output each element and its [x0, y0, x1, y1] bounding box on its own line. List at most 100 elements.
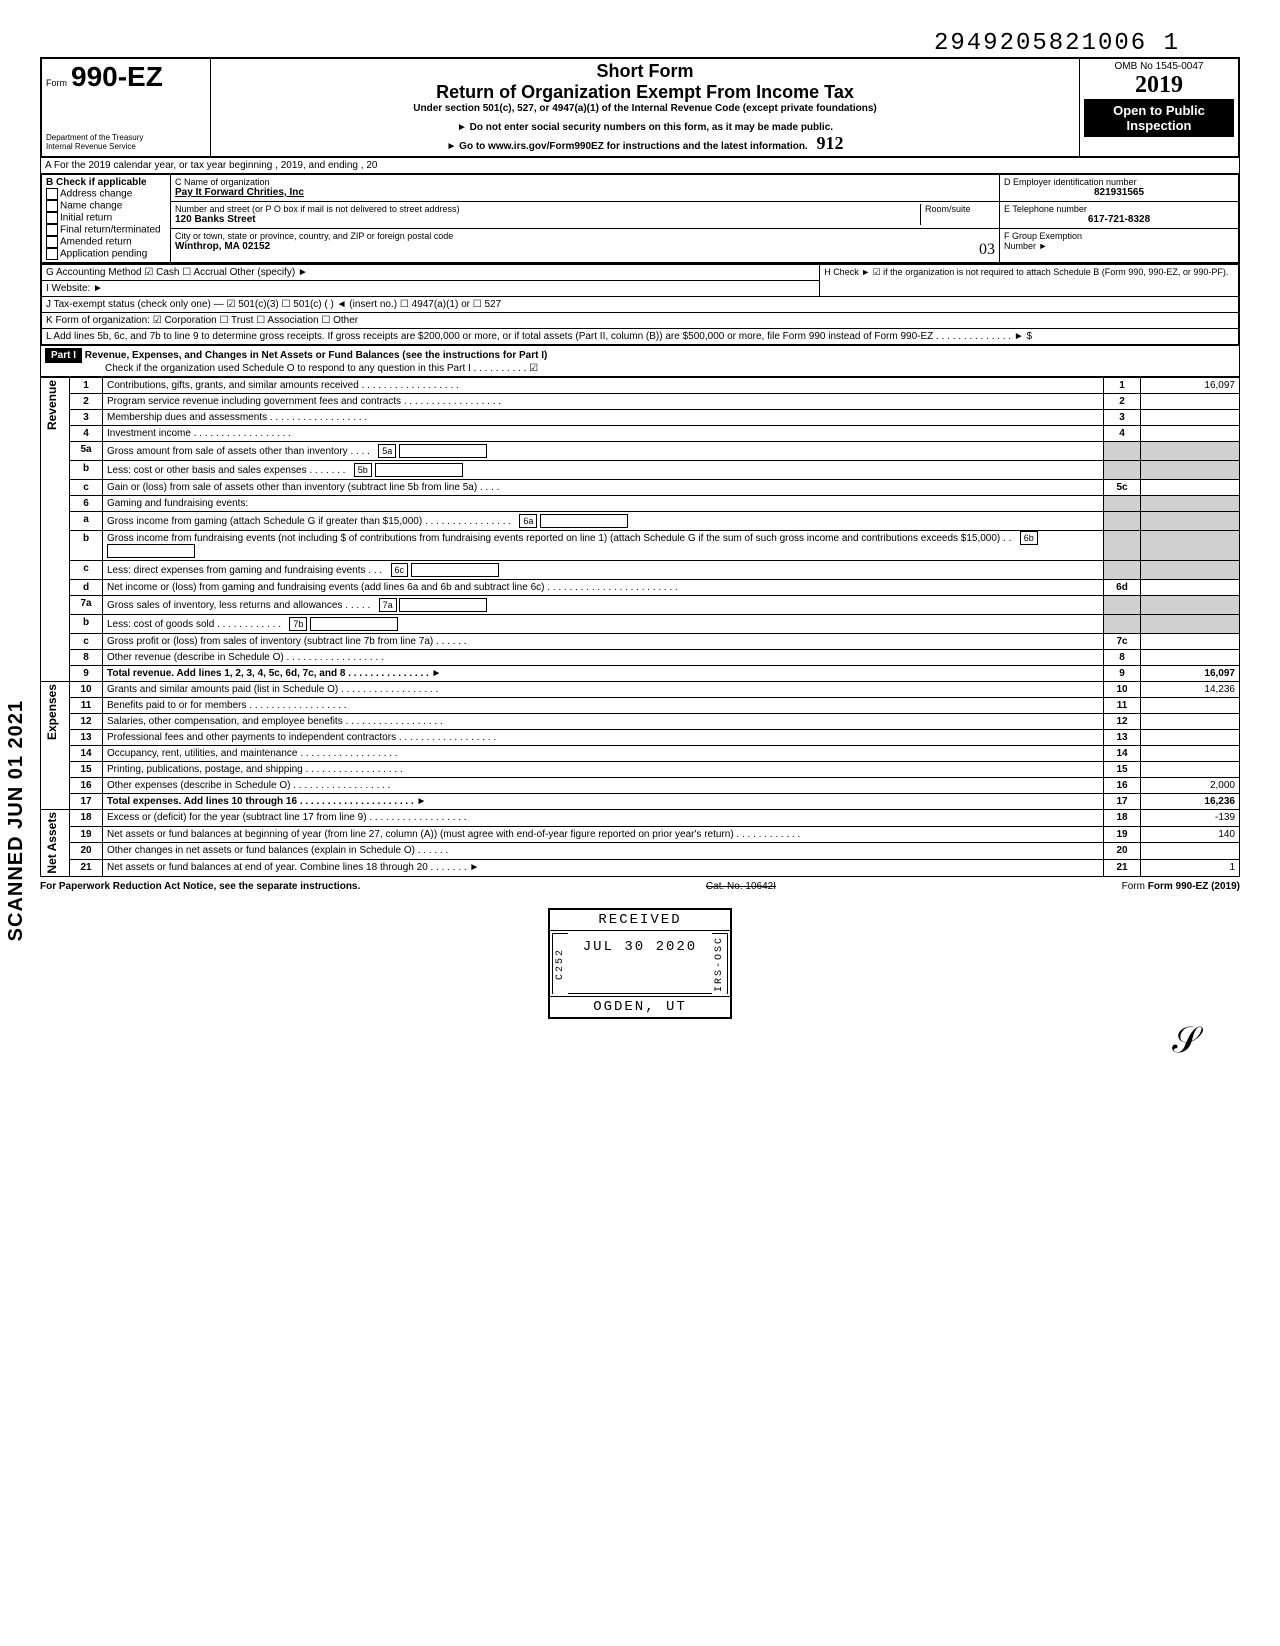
line-text: Salaries, other compensation, and employ… — [103, 714, 1104, 730]
form-number: 990-EZ — [71, 61, 163, 93]
mid-box: 6b — [1020, 531, 1038, 545]
netassets-label: Net Assets — [45, 812, 59, 874]
section-e-label: E Telephone number — [1004, 204, 1234, 214]
street-address: 120 Banks Street — [175, 214, 920, 225]
form-prefix: Form — [46, 78, 67, 88]
line-no: 13 — [70, 730, 103, 746]
handwritten-912: 912 — [817, 133, 844, 153]
part1-check: Check if the organization used Schedule … — [45, 363, 1235, 374]
line-text: Gross income from fundraising events (no… — [103, 531, 1104, 561]
line-val — [1141, 746, 1240, 762]
checkbox-address-change[interactable] — [46, 188, 58, 200]
line-no: 17 — [70, 794, 103, 810]
line-no: b — [70, 461, 103, 480]
document-id-number: 2949205821006 1 — [40, 30, 1240, 57]
line-val — [1141, 410, 1240, 426]
line-i: I Website: ► — [41, 281, 820, 297]
cb-label: Initial return — [60, 213, 112, 224]
goto-link: ► Go to www.irs.gov/Form990EZ for instru… — [446, 141, 807, 152]
shade-cell — [1104, 615, 1141, 634]
shade-cell — [1141, 496, 1240, 512]
line-k: K Form of organization: ☑ Corporation ☐ … — [41, 313, 1239, 329]
checkbox-amended-return[interactable] — [46, 236, 58, 248]
cat-no: Cat. No. 10642I — [706, 881, 776, 892]
shade-cell — [1104, 461, 1141, 480]
shade-cell — [1104, 496, 1141, 512]
line-num: 8 — [1104, 650, 1141, 666]
line-text: Gaming and fundraising events: — [103, 496, 1104, 512]
line-text: Less: direct expenses from gaming and fu… — [103, 561, 1104, 580]
signature: 𝒮 — [40, 1019, 1240, 1062]
line-text: Program service revenue including govern… — [103, 394, 1104, 410]
line-num: 4 — [1104, 426, 1141, 442]
handwritten-03: 03 — [979, 241, 995, 259]
line-no: 10 — [70, 682, 103, 698]
line-no: 4 — [70, 426, 103, 442]
org-name: Pay It Forward Chrities, Inc — [175, 187, 995, 198]
line-num: 9 — [1104, 666, 1141, 682]
form-header: Form 990-EZ Department of the Treasury I… — [40, 57, 1240, 158]
mid-box: 5b — [354, 463, 372, 477]
line-num: 15 — [1104, 762, 1141, 778]
line-num: 16 — [1104, 778, 1141, 794]
line-val — [1141, 714, 1240, 730]
line-text: Other revenue (describe in Schedule O) — [103, 650, 1104, 666]
line-num: 12 — [1104, 714, 1141, 730]
line-text: Less: cost or other basis and sales expe… — [103, 461, 1104, 480]
line-no: c — [70, 561, 103, 580]
line-num: 21 — [1104, 859, 1141, 876]
line-text: Net assets or fund balances at beginning… — [103, 826, 1104, 843]
line-text: Professional fees and other payments to … — [103, 730, 1104, 746]
line-val — [1141, 698, 1240, 714]
line-text: Gross profit or (loss) from sales of inv… — [103, 634, 1104, 650]
line-text: Total expenses. Add lines 10 through 16 … — [103, 794, 1104, 810]
shade-cell — [1141, 531, 1240, 561]
line-no: 6 — [70, 496, 103, 512]
omb-number: OMB No 1545-0047 — [1084, 61, 1234, 72]
line-val — [1141, 394, 1240, 410]
line-num: 6d — [1104, 580, 1141, 596]
line-num: 10 — [1104, 682, 1141, 698]
section-c-label: C Name of organization — [175, 177, 995, 187]
checkbox-name-change[interactable] — [46, 200, 58, 212]
city-label: City or town, state or province, country… — [175, 231, 995, 241]
shade-cell — [1104, 561, 1141, 580]
line-text: Benefits paid to or for members — [103, 698, 1104, 714]
shade-cell — [1104, 512, 1141, 531]
mid-box: 6a — [519, 514, 537, 528]
room-suite-label: Room/suite — [920, 204, 995, 225]
mid-box: 5a — [378, 444, 396, 458]
line-no: 18 — [70, 810, 103, 827]
received-where: OGDEN, UT — [550, 997, 730, 1017]
shade-cell — [1141, 596, 1240, 615]
line-text: Gain or (loss) from sale of assets other… — [103, 480, 1104, 496]
line-text: Other expenses (describe in Schedule O) — [103, 778, 1104, 794]
cb-label: Amended return — [60, 237, 132, 248]
section-b-label: B Check if applicable — [46, 177, 166, 188]
shade-cell — [1141, 561, 1240, 580]
received-title: RECEIVED — [550, 910, 730, 931]
line-j: J Tax-exempt status (check only one) — ☑… — [41, 297, 1239, 313]
line-num: 17 — [1104, 794, 1141, 810]
line-text: Gross sales of inventory, less returns a… — [103, 596, 1104, 615]
line-val: 14,236 — [1141, 682, 1240, 698]
lines-g-to-l: G Accounting Method ☑ Cash ☐ Accrual Oth… — [40, 264, 1240, 346]
mid-box: 7a — [379, 598, 397, 612]
shade-cell — [1104, 442, 1141, 461]
line-text: Contributions, gifts, grants, and simila… — [103, 378, 1104, 394]
line-num: 2 — [1104, 394, 1141, 410]
checkbox-initial-return[interactable] — [46, 212, 58, 224]
line-a: A For the 2019 calendar year, or tax yea… — [40, 158, 1240, 174]
ssn-warning: ► Do not enter social security numbers o… — [215, 122, 1075, 133]
line-num: 11 — [1104, 698, 1141, 714]
tax-year: 2019 — [1084, 72, 1234, 99]
irs-osc-label: IRS-OSC — [712, 933, 728, 994]
checkbox-final-return[interactable] — [46, 224, 58, 236]
line-no: 3 — [70, 410, 103, 426]
shade-cell — [1141, 461, 1240, 480]
line-num: 1 — [1104, 378, 1141, 394]
line-val — [1141, 762, 1240, 778]
city-value: Winthrop, MA 02152 — [175, 241, 270, 259]
checkbox-application-pending[interactable] — [46, 248, 58, 260]
short-form-label: Short Form — [215, 61, 1075, 82]
